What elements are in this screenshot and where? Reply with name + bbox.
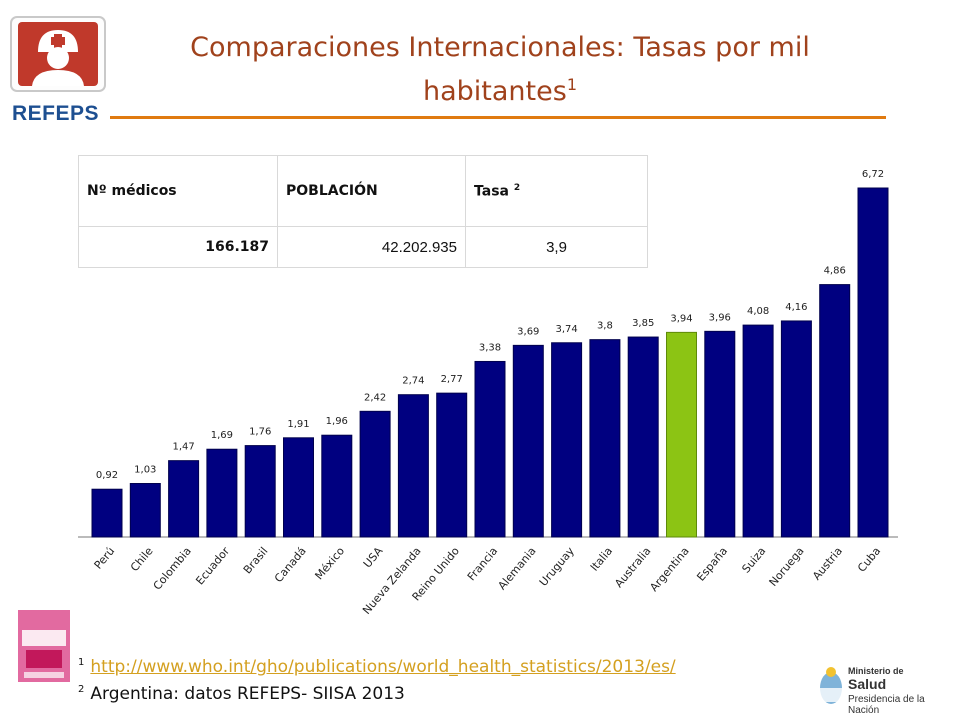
x-tick-label: Uruguay [537,544,577,589]
x-tick-label: USA [361,544,386,570]
bar-colombia [168,460,200,538]
data-label: 3,8 [597,321,613,332]
x-tick-label: Canadá [272,545,309,585]
x-tick-label: Italia [588,545,615,574]
x-tick-label: Perú [92,545,118,572]
x-tick-label: Ecuador [193,544,232,587]
data-label: 1,91 [287,419,309,430]
footnote-1-marker: 1 [78,657,85,669]
refeps-logo: REFEPS [8,14,108,125]
header-doctors: Nº médicos [78,155,278,227]
bar-reino-unido [436,392,468,538]
bar-argentina [666,331,697,538]
data-label: 4,08 [747,306,769,317]
table-row: 166.187 42.202.935 3,9 [78,226,648,268]
bar-brasil [244,445,276,538]
data-label: 1,47 [172,442,194,453]
x-tick-label: Austria [810,545,845,583]
ministry-line-2: Salud [848,676,887,692]
bar-ecuador [206,448,238,538]
x-tick-label: España [694,545,730,584]
bar-austria [819,284,851,538]
data-label: 4,86 [824,266,846,277]
who-statistics-link[interactable]: http://www.who.int/gho/publications/worl… [90,657,676,677]
bar-australia [627,336,659,538]
bar-nueva-zelanda [397,394,429,538]
logo-text: REFEPS [12,102,100,125]
bar-perú [91,488,123,538]
bar-canadá [283,437,314,538]
footnote-2-text: Argentina: datos REFEPS- SIISA 2013 [90,684,405,704]
data-label: 6,72 [862,169,884,180]
header-rate-sup: 2 [513,182,521,193]
bar-uruguay [551,342,583,538]
x-tick-label: Alemania [495,545,538,593]
data-label: 1,69 [211,430,233,441]
header-rate: Tasa 2 [465,155,648,227]
title-text: Comparaciones Internacionales: Tasas por… [190,32,810,107]
bar-méxico [321,434,353,538]
ministry-line-3: Presidencia de la Nación [848,694,925,716]
title-footnote-marker: 1 [566,75,577,94]
bar-usa [359,410,391,538]
data-label: 1,76 [249,427,271,438]
data-label: 2,74 [402,376,424,387]
x-tick-label: Cuba [855,545,883,575]
x-tick-label: Chile [128,544,156,574]
bar-noruega [780,320,812,538]
data-label: 3,74 [555,324,577,335]
table-header-row: Nº médicos POBLACIÓN Tasa 2 [78,155,648,227]
bar-españa [704,330,736,538]
x-tick-label: Colombia [151,545,194,593]
doctors-value: 166.187 [78,226,278,268]
ministry-logo: Ministerio de Salud Presidencia de la Na… [818,664,948,716]
data-label: 3,94 [670,313,692,324]
footnote-2: 2 Argentina: datos REFEPS- SIISA 2013 [78,684,405,704]
data-label: 1,96 [326,416,348,427]
data-label: 3,69 [517,326,539,337]
bar-chart: 0,92 Perú 1,03 Chile 1,47 Colombia 1,69 Ecuador… [78,169,898,617]
bar-francia [474,360,506,538]
x-tick-label: Suiza [739,545,768,576]
statistics-book-icon [18,610,70,682]
footnote-2-marker: 2 [78,684,85,696]
data-label: 3,96 [709,312,731,323]
bar-suiza [742,324,774,538]
data-label: 1,03 [134,465,156,476]
bar-italia [589,339,621,538]
bar-cuba [857,187,889,538]
rate-value: 3,9 [465,226,648,268]
data-label: 0,92 [96,470,118,481]
data-label: 2,77 [441,374,463,385]
x-tick-label: Australia [612,545,653,591]
data-label: 3,38 [479,342,501,353]
x-tick-label: Argentina [647,545,691,594]
x-tick-label: Noruega [767,545,807,589]
ministry-line-1: Ministerio de [848,666,904,676]
header-population: POBLACIÓN [277,155,466,227]
data-label: 2,42 [364,392,386,403]
coat-of-arms-icon [820,667,842,704]
x-tick-label: Brasil [241,545,271,577]
bar-alemania [512,344,544,538]
nurse-logo-icon [10,16,106,92]
x-tick-label: Francia [465,545,500,584]
title-underline [110,116,886,119]
physicians-table: Nº médicos POBLACIÓN Tasa 2 166.187 42.2… [78,155,648,268]
page-title: Comparaciones Internacionales: Tasas por… [120,26,880,114]
population-value: 42.202.935 [277,226,466,268]
data-label: 3,85 [632,318,654,329]
footnote-1: 1 http://www.who.int/gho/publications/wor… [78,657,676,677]
header-rate-label: Tasa [474,183,509,200]
bar-chile [129,483,161,538]
x-tick-label: México [312,544,347,582]
data-label: 4,16 [785,302,807,313]
